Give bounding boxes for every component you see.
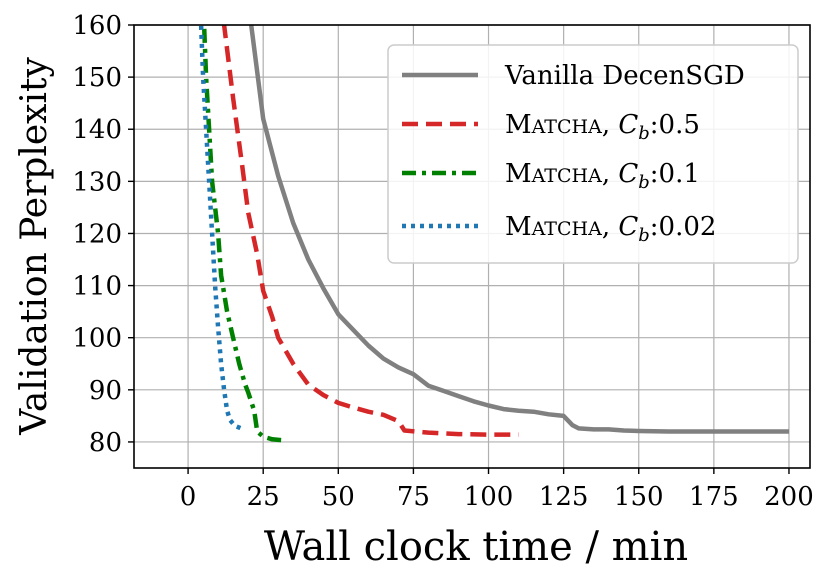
series-line-matcha-cb-0-5 (221, 25, 519, 437)
legend-label-var: C (618, 110, 638, 140)
x-tick-label: 125 (539, 482, 589, 512)
y-tick-label: 150 (72, 63, 122, 93)
series-line-vanilla-decensgd (248, 25, 789, 434)
legend-label-value: :0.5 (650, 110, 700, 140)
x-tick-label: 25 (247, 482, 280, 512)
legend-label-matcha-cb-0-02: MATCHA, Cb:0.02 (505, 212, 716, 246)
legend-label-prefix: M (505, 212, 532, 242)
x-axis-label: Wall clock time / min (264, 524, 688, 570)
y-tick-label: 90 (89, 376, 122, 406)
legend-label-matcha-cb-0-5: MATCHA, Cb:0.5 (505, 110, 700, 144)
y-tick-label: 130 (72, 167, 122, 197)
legend-label-smallcaps: ATCHA (531, 218, 602, 240)
legend-label-sep: , (602, 212, 619, 242)
x-tick-label: 50 (322, 482, 355, 512)
legend-label-var: C (618, 159, 638, 189)
legend-label-sub: b (638, 225, 650, 246)
legend-label-vanilla-decensgd: Vanilla DecenSGD (504, 61, 745, 91)
legend: Vanilla DecenSGD MATCHA, Cb:0.5 MATCHA, … (387, 44, 799, 264)
legend-box (387, 44, 799, 264)
x-tick-label: 0 (180, 482, 197, 512)
y-axis-label: Validation Perplexity (14, 57, 55, 436)
legend-label-prefix: M (505, 159, 532, 189)
legend-label-smallcaps: ATCHA (531, 116, 602, 138)
legend-label-value: :0.02 (650, 212, 717, 242)
x-tick-label: 175 (689, 482, 739, 512)
legend-label-matcha-cb-0-1: MATCHA, Cb:0.1 (505, 159, 700, 193)
legend-label-prefix: M (505, 110, 532, 140)
legend-label-vanilla-text: Vanilla DecenSGD (504, 61, 745, 91)
x-tick-label: 200 (764, 482, 814, 512)
legend-label-sep: , (602, 159, 619, 189)
legend-label-value: :0.1 (650, 159, 700, 189)
y-tick-label: 110 (72, 272, 122, 302)
x-tick-label: 75 (397, 482, 430, 512)
y-tick-label: 80 (89, 428, 122, 458)
legend-label-sep: , (602, 110, 619, 140)
x-axis-ticks: 0 25 50 75 100 125 150 175 200 (180, 468, 814, 512)
series-line-matcha-cb-0-1 (201, 25, 285, 443)
series-line-matcha-cb-0-02 (198, 25, 244, 431)
series-group (198, 25, 789, 443)
y-tick-label: 120 (72, 219, 122, 249)
x-tick-label: 150 (614, 482, 664, 512)
legend-label-var: C (618, 212, 638, 242)
legend-label-sub: b (638, 123, 650, 144)
plot-frame (133, 24, 811, 469)
y-tick-label: 160 (72, 11, 122, 41)
x-tick-label: 100 (464, 482, 514, 512)
legend-label-sub: b (638, 172, 650, 193)
legend-label-smallcaps: ATCHA (531, 165, 602, 187)
y-tick-label: 140 (72, 115, 122, 145)
y-axis-ticks: 80 90 100 110 120 130 140 150 160 (72, 11, 134, 458)
y-tick-label: 100 (72, 324, 122, 354)
